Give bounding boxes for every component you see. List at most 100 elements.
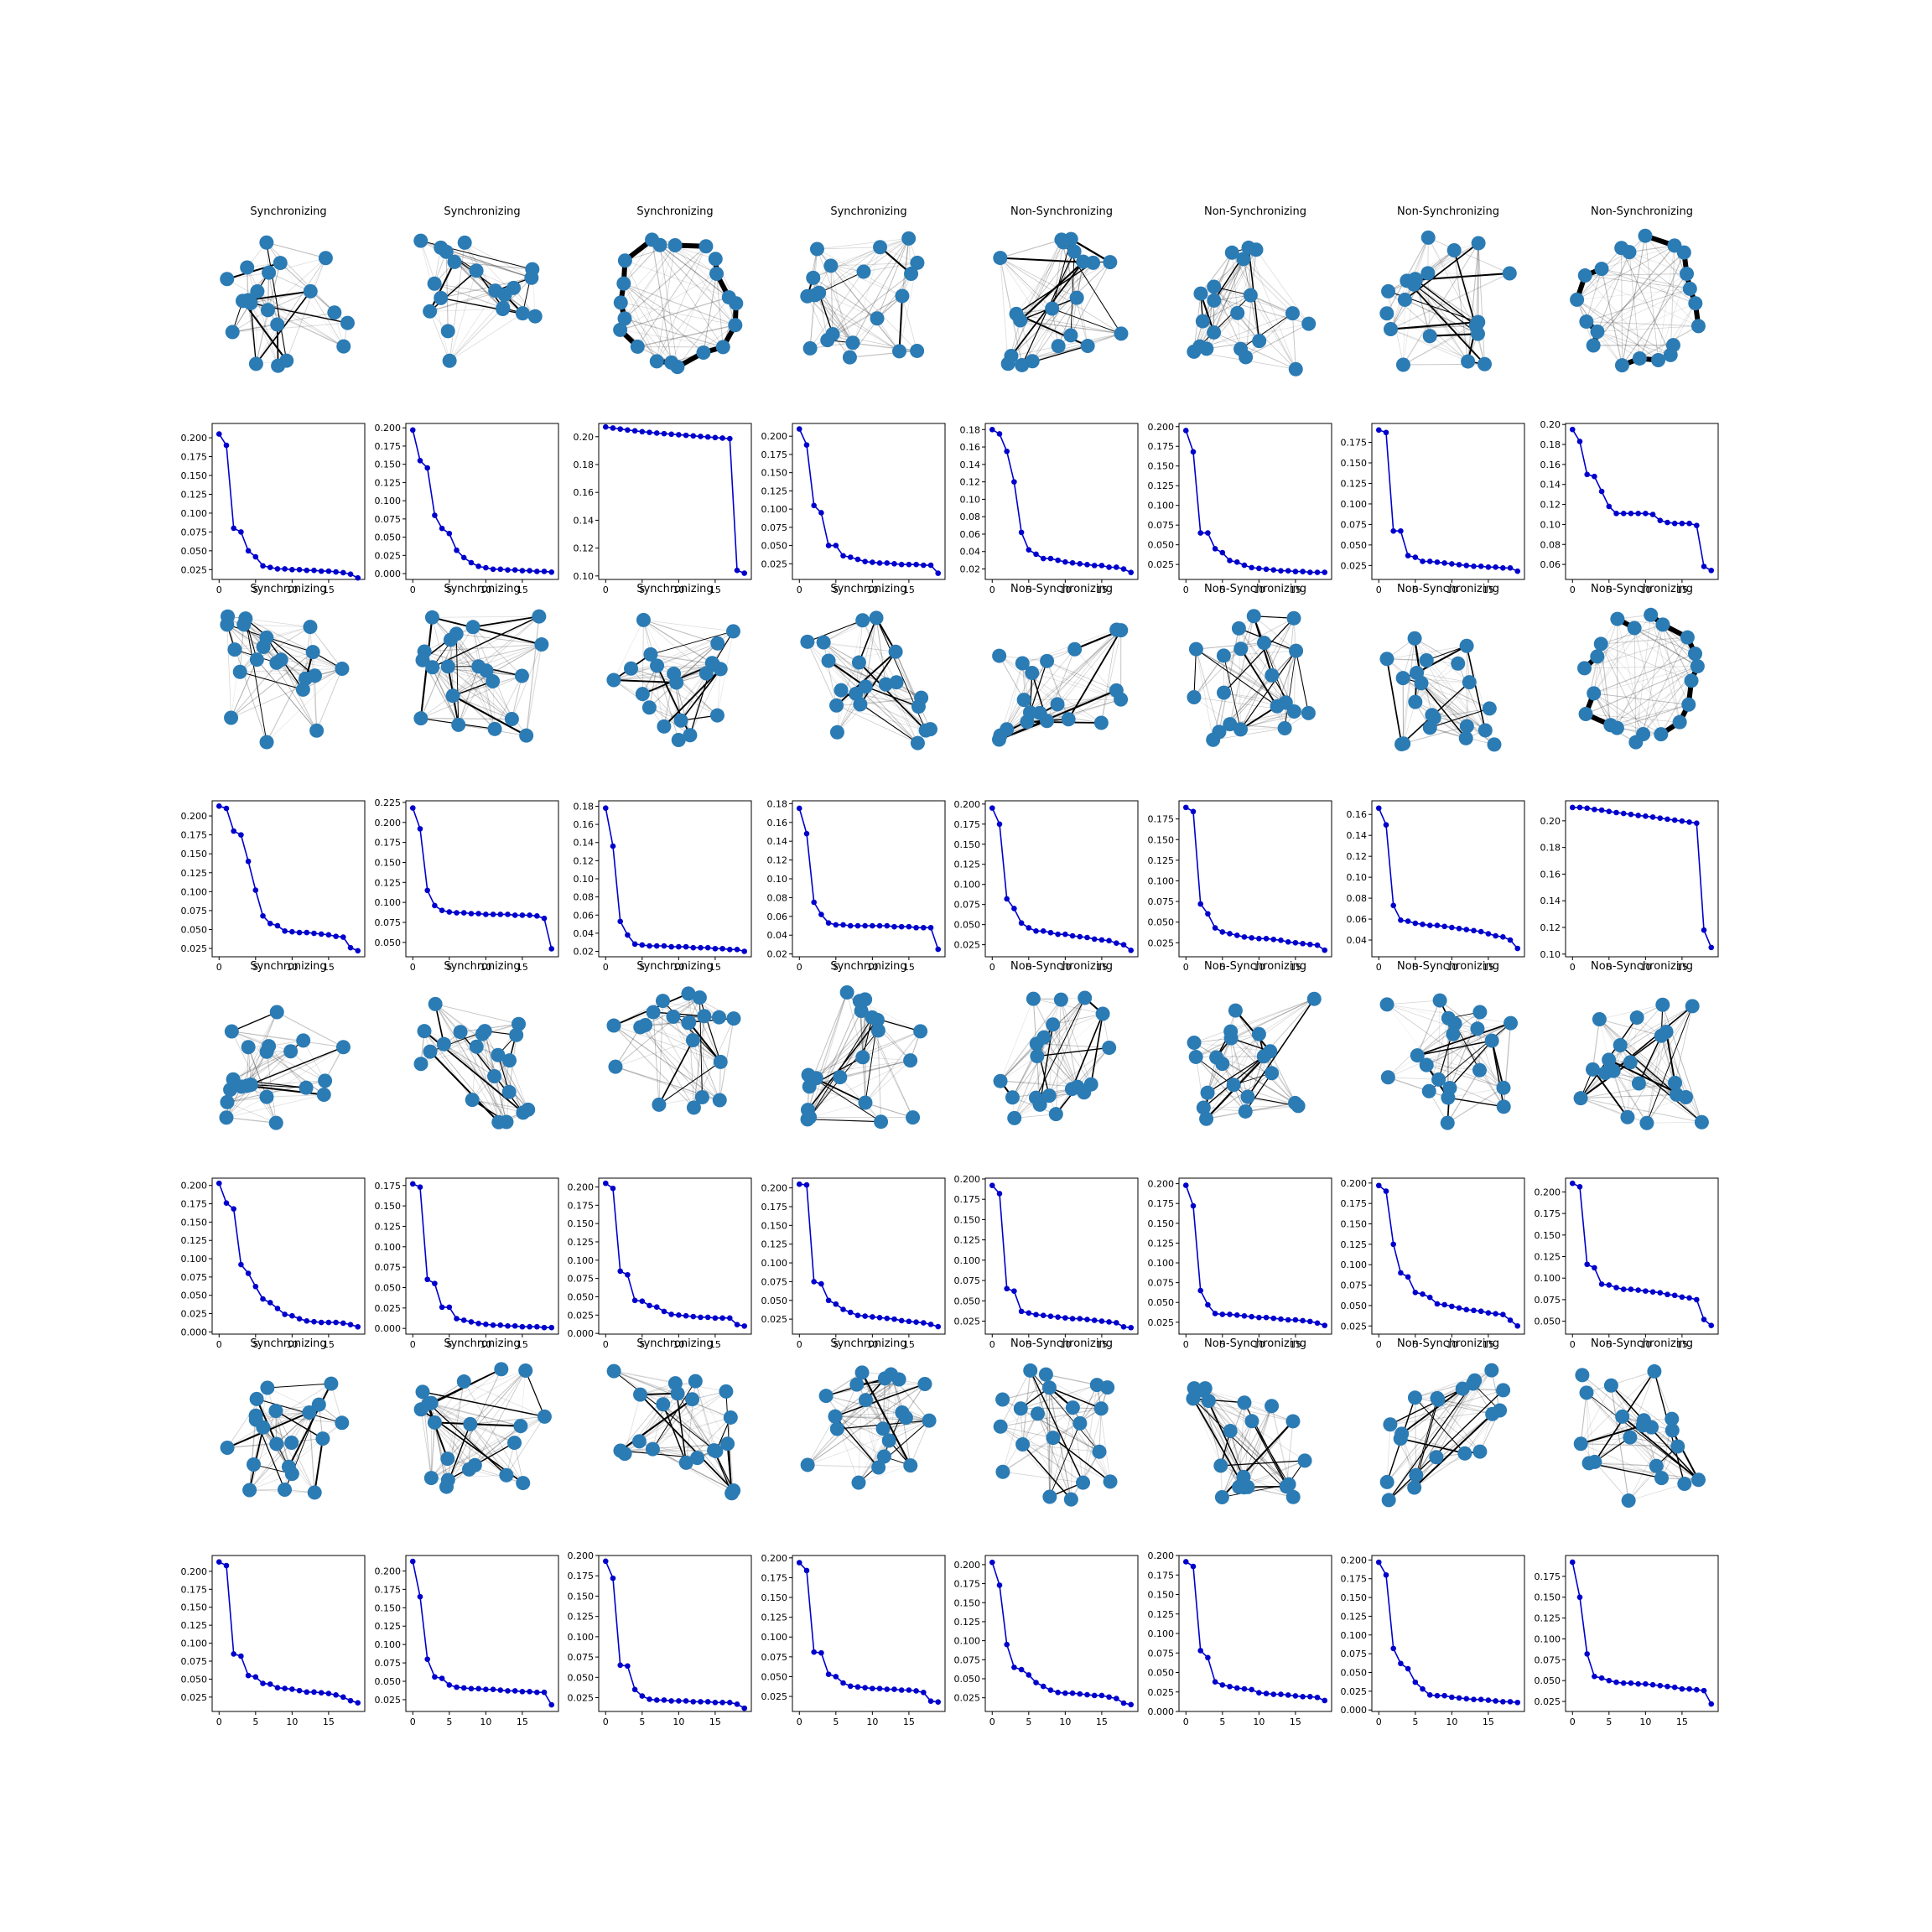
- y-tick-label: 0.100: [181, 886, 208, 897]
- eigen-point: [1270, 1315, 1277, 1322]
- y-tick-label: 0.175: [375, 441, 402, 452]
- eigen-point: [1227, 558, 1233, 564]
- y-tick-label: 0.16: [1540, 869, 1561, 880]
- y-tick-label: 0.050: [1148, 1297, 1175, 1308]
- graph-edge: [1580, 1392, 1587, 1444]
- graph-node: [1408, 273, 1423, 288]
- graph-edge: [1439, 1000, 1493, 1041]
- graph-node: [1472, 1444, 1488, 1459]
- plot-frame: [1371, 1555, 1525, 1712]
- graph-edge: [615, 1040, 693, 1067]
- y-tick-label: 0.150: [954, 839, 981, 850]
- eigen-point: [1322, 569, 1328, 575]
- graph-node: [649, 354, 664, 369]
- graph-node: [336, 339, 351, 354]
- eigen-point: [1120, 566, 1127, 572]
- graph-edge: [452, 615, 540, 697]
- y-tick-label: 0.100: [954, 1636, 981, 1647]
- graph-edge: [420, 1046, 477, 1064]
- x-tick-label: 15: [1483, 1339, 1494, 1350]
- graph-node: [1649, 1458, 1664, 1473]
- graph-edge: [1020, 251, 1075, 321]
- x-tick-label: 5: [446, 1339, 452, 1350]
- eigen-point: [1055, 1314, 1061, 1320]
- graph-node: [491, 1114, 506, 1130]
- eigen-point: [1679, 520, 1685, 527]
- eigen-point: [891, 561, 897, 567]
- y-tick-label: 0.14: [574, 838, 595, 849]
- panel-title: Synchronizing: [636, 583, 713, 595]
- eigen-point: [1182, 1182, 1189, 1188]
- graph-edge: [1616, 624, 1664, 729]
- graph-node: [413, 711, 428, 726]
- graph-edge: [1415, 279, 1485, 365]
- graph-edge: [423, 1031, 500, 1123]
- graph-node: [878, 677, 893, 692]
- graph-edge: [1621, 247, 1671, 356]
- graph-edge: [830, 238, 909, 267]
- graph-edge-strong: [809, 1017, 873, 1118]
- graph-edge-strong: [1415, 279, 1477, 326]
- eigen-point: [811, 502, 817, 509]
- eigen-point: [854, 1684, 861, 1690]
- graph-edge: [231, 659, 282, 719]
- eigen-point: [1011, 906, 1017, 911]
- graph-node: [1263, 1044, 1278, 1059]
- eigen-point: [490, 566, 496, 573]
- graph-node: [1230, 305, 1245, 320]
- graph-edge-strong: [999, 689, 1117, 740]
- graph-edge-strong: [256, 1398, 342, 1424]
- graph-edge: [1000, 1408, 1102, 1427]
- y-tick-label: 0.025: [375, 1303, 402, 1314]
- eigen-point: [1478, 928, 1484, 935]
- graph-node: [1200, 1085, 1215, 1100]
- graph-edge: [506, 1416, 545, 1476]
- graph-edge-strong: [1594, 1436, 1631, 1462]
- graph-edge: [1012, 1013, 1104, 1098]
- graph-node: [1632, 351, 1647, 366]
- eigen-point: [741, 1705, 748, 1711]
- panel-title: Synchronizing: [636, 1337, 713, 1350]
- graph-node: [1030, 1049, 1045, 1064]
- graph-edge: [659, 245, 678, 367]
- graph-node: [667, 1376, 683, 1391]
- graph-edge: [1253, 615, 1295, 712]
- graph-edge: [1580, 1385, 1612, 1444]
- panel-title: Non-Synchronizing: [1010, 583, 1113, 595]
- eigen-point: [497, 911, 504, 917]
- graph-node: [220, 1440, 235, 1455]
- graph-node: [1592, 1011, 1607, 1026]
- graph-node: [1252, 334, 1267, 349]
- y-tick-label: 0.175: [1148, 1570, 1175, 1581]
- graph-edge: [1430, 335, 1468, 362]
- graph-edge: [652, 1011, 703, 1098]
- eigen-point: [690, 1699, 697, 1705]
- graph-node: [249, 652, 264, 667]
- eigen-point: [490, 1322, 496, 1328]
- graph-edge-strong: [1052, 1437, 1111, 1483]
- x-tick-label: 15: [1290, 1339, 1301, 1350]
- graph-edge: [526, 616, 540, 736]
- graph-node: [1590, 325, 1605, 340]
- graph-node: [1237, 1395, 1252, 1410]
- eigen-point: [898, 1687, 905, 1693]
- graph-node: [720, 1436, 735, 1452]
- plot-frame: [211, 1177, 366, 1335]
- graph-edge: [1253, 615, 1296, 652]
- graph-node: [1579, 1385, 1594, 1400]
- graph-panel: Non-Synchronizing: [1379, 960, 1519, 1130]
- x-tick-label: 15: [1676, 962, 1688, 973]
- graph-node: [1265, 1066, 1280, 1081]
- y-tick-label: 0.025: [761, 558, 788, 569]
- y-tick-label: 0.200: [1535, 1187, 1561, 1197]
- graph-edge: [834, 1415, 890, 1441]
- graph-node: [1301, 316, 1317, 331]
- graph-edge-strong: [251, 1084, 307, 1088]
- graph-node: [903, 1053, 918, 1068]
- y-tick-label: 0.175: [568, 1200, 595, 1211]
- x-tick-label: 10: [1639, 584, 1651, 595]
- graph-edge: [828, 660, 918, 744]
- graph-edge: [431, 1402, 521, 1427]
- graph-node: [1496, 1099, 1511, 1114]
- graph-node: [1192, 339, 1208, 354]
